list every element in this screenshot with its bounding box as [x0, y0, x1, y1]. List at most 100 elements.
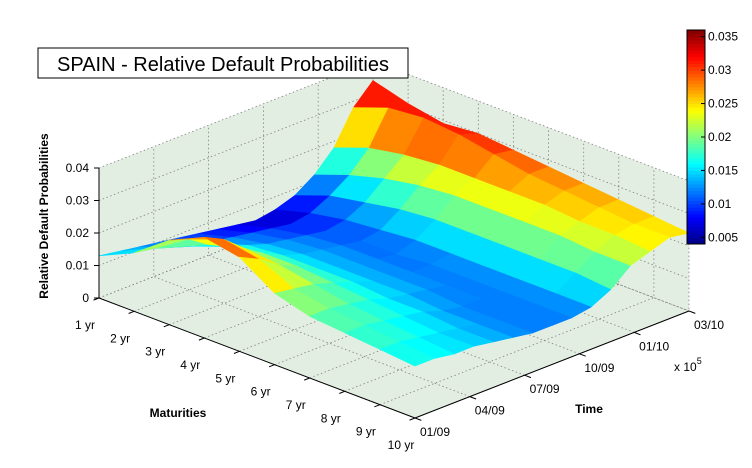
colorbar-band	[687, 213, 705, 218]
y-tick-label: 04/09	[475, 404, 505, 418]
colorbar-band	[687, 240, 705, 245]
x-tick-label: 10 yr	[388, 438, 415, 452]
x-tick-mark	[163, 324, 170, 328]
z-tick-label: 0.03	[66, 194, 90, 208]
colorbar-band	[687, 76, 705, 81]
colorbar-band	[687, 123, 705, 128]
y-tick-label: 03/10	[694, 318, 724, 332]
colorbar-band	[687, 207, 705, 212]
colorbar-band	[687, 33, 705, 38]
colorbar-band	[687, 60, 705, 64]
colorbar-band	[687, 143, 705, 148]
z-tick-labels: 0 0.01 0.02 0.03 0.04	[66, 161, 90, 305]
colorbar-band	[687, 173, 705, 178]
y-tick-label: 01/10	[639, 339, 669, 353]
colorbar-band	[687, 40, 705, 44]
colorbar-band	[687, 187, 705, 191]
y-tick-mark	[634, 331, 641, 336]
colorbar-band	[687, 66, 705, 71]
chart-title: SPAIN - Relative Default Probabilities	[57, 54, 389, 76]
colorbar-band	[687, 203, 705, 208]
y-tick-labels: 01/09 04/09 07/09 10/09 01/10 03/10	[420, 318, 724, 439]
z-tick-label: 0.02	[66, 226, 90, 240]
colorbar-band	[687, 137, 705, 141]
colorbar-tick-label: 0.025	[708, 97, 738, 111]
colorbar-band	[687, 86, 705, 91]
colorbar-band	[687, 100, 705, 105]
colorbar-band	[687, 43, 705, 48]
colorbar-band	[687, 237, 705, 242]
colorbar-tick-label: 0.005	[708, 230, 738, 244]
colorbar-band	[687, 147, 705, 151]
colorbar-band	[687, 163, 705, 168]
colorbar-band	[687, 160, 705, 165]
y-tick-label: 01/09	[420, 425, 450, 439]
colorbar-band	[687, 180, 705, 185]
x-tick-label: 6 yr	[251, 385, 271, 399]
colorbar-tick-label: 0.015	[708, 163, 738, 177]
colorbar-band	[687, 217, 705, 222]
colorbar-band	[687, 73, 705, 78]
y-tick-mark	[414, 417, 422, 421]
colorbar-band	[687, 197, 705, 202]
colorbar-band	[687, 170, 705, 175]
colorbar-tick-label: 0.02	[708, 130, 732, 144]
colorbar-tick-label: 0.03	[708, 63, 732, 77]
z-tick-label: 0.01	[66, 259, 90, 273]
colorbar-band	[687, 90, 705, 95]
colorbar-band	[687, 153, 705, 158]
x-tick-label: 5 yr	[215, 371, 235, 385]
x-tick-mark	[233, 350, 240, 354]
axes-edges	[93, 167, 696, 421]
colorbar-band	[687, 193, 705, 198]
x-axis-label: Maturities	[150, 406, 207, 420]
colorbar-tick-label: 0.01	[708, 197, 732, 211]
x-tick-label: 3 yr	[145, 345, 165, 359]
colorbar-band	[687, 103, 705, 108]
y-tick-mark	[524, 374, 532, 379]
x-tick-mark	[128, 310, 135, 314]
x-tick-mark	[409, 417, 416, 421]
colorbar-band	[687, 93, 705, 98]
colorbar-band	[687, 133, 705, 138]
z-tick-label: 0.04	[66, 161, 90, 175]
colorbar-band	[687, 120, 705, 125]
surface-patch	[379, 341, 436, 367]
x-tick-label: 8 yr	[321, 411, 341, 425]
colorbar-band	[687, 130, 705, 135]
x-tick-label: 9 yr	[356, 425, 376, 439]
colorbar-band	[687, 56, 705, 61]
colorbar-band	[687, 233, 705, 238]
colorbar-band	[687, 177, 705, 181]
y-axis-label: Time	[575, 402, 603, 416]
y-grid-line	[153, 146, 470, 397]
x-grid-line	[344, 154, 620, 392]
colorbar-band	[687, 167, 705, 171]
x-grid-line	[379, 167, 655, 406]
chart-title-box: SPAIN - Relative Default Probabilities	[37, 47, 409, 79]
colorbar-band	[687, 63, 705, 68]
colorbar: 0.035 0.03 0.025 0.02 0.015 0.01 0.005	[686, 29, 738, 245]
colorbar-band	[687, 50, 705, 54]
colorbar-band	[687, 36, 705, 41]
y-tick-mark	[469, 396, 477, 400]
y-tick-mark	[579, 353, 586, 357]
time-exponent-label: x 105	[674, 356, 702, 374]
z-axis-label: Relative Default Probabilities	[37, 133, 51, 299]
colorbar-band	[687, 110, 705, 115]
x-tick-label: 2 yr	[110, 331, 130, 345]
y-axis-line	[414, 310, 690, 419]
colorbar-band	[687, 80, 705, 84]
x-tick-label: 4 yr	[180, 358, 200, 372]
colorbar-band	[687, 200, 705, 205]
x-tick-mark	[339, 390, 345, 394]
colorbar-band	[687, 116, 705, 121]
colorbar-band	[687, 53, 705, 58]
x-tick-mark	[268, 364, 275, 368]
colorbar-band	[687, 227, 705, 232]
x-tick-mark	[198, 337, 205, 341]
y-tick-mark	[688, 310, 696, 314]
colorbar-band	[687, 140, 705, 145]
x-tick-label: 1 yr	[75, 318, 95, 332]
